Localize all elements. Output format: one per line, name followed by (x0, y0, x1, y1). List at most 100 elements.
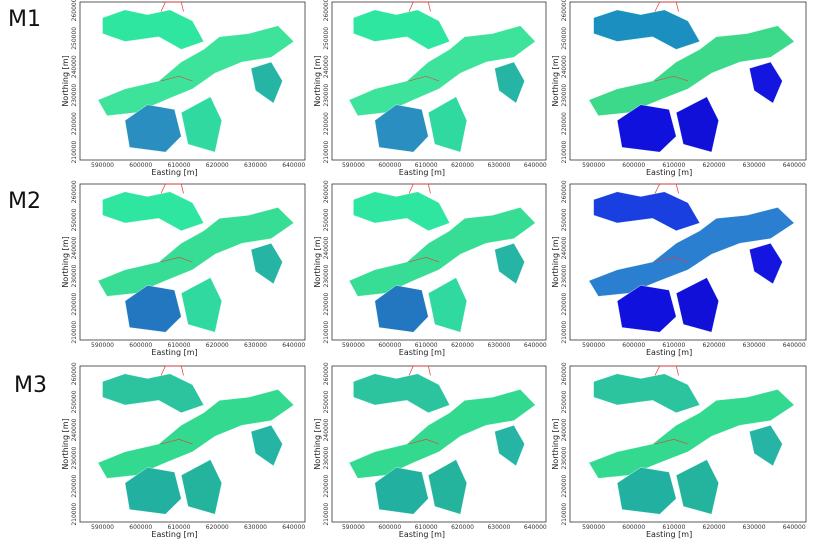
map-region (494, 61, 525, 104)
map-region (97, 25, 295, 116)
y-tick-label: 230000 (561, 446, 568, 469)
map-panel: 590000 600000 610000 620000 630000 640000 2100… (551, 180, 807, 357)
boundary-outline (408, 75, 440, 82)
x-tick-label: 630000 (743, 162, 766, 169)
x-tick-label: 590000 (91, 524, 114, 531)
x-tick-label: 610000 (168, 524, 191, 531)
x-tick-label: 630000 (743, 342, 766, 349)
x-tick-label: 620000 (703, 524, 726, 531)
x-axis-label: Easting [m] (151, 530, 197, 539)
map-region (353, 373, 450, 414)
row-label: M2 (8, 189, 41, 214)
x-tick-label: 630000 (244, 524, 267, 531)
x-tick-label: 600000 (129, 342, 152, 349)
boundary-outline (160, 75, 193, 82)
y-tick-label: 240000 (71, 236, 78, 259)
map-region (428, 277, 468, 333)
y-axis-label: Northing [m] (551, 236, 560, 287)
x-tick-label: 640000 (783, 524, 806, 531)
map-region (588, 207, 795, 297)
map-region (749, 243, 783, 285)
y-tick-label: 250000 (323, 27, 330, 50)
y-tick-label: 260000 (561, 180, 568, 203)
x-tick-label: 590000 (342, 342, 365, 349)
map-panel: 590000 600000 610000 620000 630000 640000 2100… (313, 362, 547, 539)
y-tick-label: 240000 (561, 55, 568, 78)
y-axis-label: Northing [m] (61, 236, 70, 287)
x-tick-label: 630000 (487, 524, 510, 531)
y-tick-label: 260000 (561, 362, 568, 385)
y-tick-label: 250000 (323, 208, 330, 231)
y-tick-label: 220000 (71, 474, 78, 497)
x-tick-label: 640000 (282, 524, 305, 531)
x-tick-label: 630000 (487, 162, 510, 169)
boundary-outline (654, 75, 689, 82)
map-region (494, 425, 525, 467)
x-tick-label: 600000 (622, 342, 645, 349)
map-region (616, 467, 677, 515)
y-tick-label: 210000 (561, 321, 568, 344)
y-tick-label: 240000 (561, 236, 568, 259)
map-panel: 590000 600000 610000 620000 630000 640000 2100… (61, 362, 306, 539)
x-tick-label: 590000 (91, 342, 114, 349)
y-tick-label: 220000 (323, 292, 330, 315)
boundary-outline (160, 365, 184, 376)
y-tick-label: 260000 (71, 362, 78, 385)
boundary-outline (408, 257, 440, 263)
x-tick-label: 640000 (282, 342, 305, 349)
y-tick-label: 230000 (71, 264, 78, 287)
y-axis-label: Northing [m] (313, 55, 322, 106)
x-tick-label: 590000 (582, 342, 605, 349)
boundary-outline (654, 365, 679, 376)
x-tick-label: 610000 (662, 524, 685, 531)
y-axis-label: Northing [m] (313, 418, 322, 469)
map-region (250, 243, 283, 285)
y-tick-label: 250000 (561, 390, 568, 413)
y-tick-label: 220000 (71, 112, 78, 135)
y-tick-label: 230000 (323, 264, 330, 287)
x-tick-label: 640000 (524, 524, 547, 531)
boundary-outline (654, 1, 679, 12)
boundary-outline (408, 365, 431, 376)
x-tick-label: 600000 (622, 162, 645, 169)
y-tick-label: 210000 (561, 503, 568, 526)
y-tick-label: 220000 (71, 292, 78, 315)
y-tick-label: 220000 (323, 474, 330, 497)
x-tick-label: 600000 (129, 162, 152, 169)
map-region (97, 207, 295, 297)
y-tick-label: 250000 (561, 208, 568, 231)
y-tick-label: 250000 (323, 390, 330, 413)
y-tick-label: 230000 (561, 84, 568, 107)
map-region (494, 243, 525, 285)
y-tick-label: 250000 (71, 27, 78, 50)
y-tick-label: 230000 (323, 446, 330, 469)
x-tick-label: 640000 (783, 342, 806, 349)
map-region (593, 9, 701, 50)
x-axis-label: Easting [m] (646, 168, 692, 177)
y-tick-label: 250000 (71, 390, 78, 413)
x-tick-label: 640000 (783, 162, 806, 169)
map-region (348, 207, 536, 297)
y-tick-label: 210000 (323, 503, 330, 526)
y-axis-label: Northing [m] (61, 418, 70, 469)
x-tick-label: 610000 (415, 162, 438, 169)
x-tick-label: 620000 (451, 524, 474, 531)
y-axis-label: Northing [m] (61, 55, 70, 106)
x-tick-label: 620000 (703, 162, 726, 169)
y-tick-label: 240000 (323, 55, 330, 78)
map-region (675, 459, 719, 515)
map-region (181, 459, 222, 515)
y-tick-label: 240000 (71, 418, 78, 441)
x-axis-label: Easting [m] (646, 530, 692, 539)
y-axis-label: Northing [m] (313, 236, 322, 287)
map-region (374, 285, 429, 333)
y-tick-label: 240000 (323, 236, 330, 259)
map-region (428, 96, 468, 153)
map-panel: 590000 600000 610000 620000 630000 640000 2100… (551, 362, 807, 539)
map-panel: 590000 600000 610000 620000 630000 640000 2100… (61, 0, 306, 177)
y-tick-label: 220000 (561, 112, 568, 135)
x-tick-label: 630000 (244, 342, 267, 349)
map-panel: 590000 600000 610000 620000 630000 640000 2100… (61, 180, 306, 357)
y-tick-label: 230000 (323, 84, 330, 107)
